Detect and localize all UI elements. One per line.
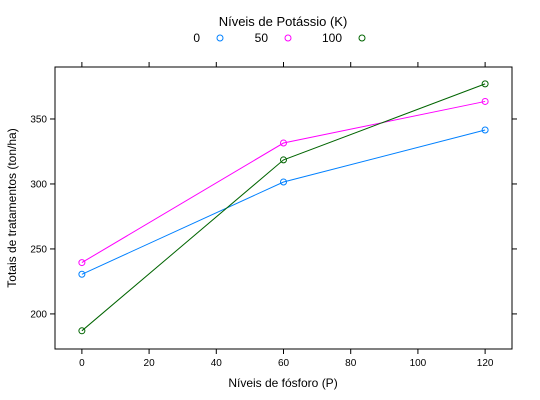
legend-marker-0 — [216, 34, 224, 42]
y-tick-label: 300 — [30, 179, 47, 190]
y-tick-label: 200 — [30, 309, 47, 320]
data-point-0 — [78, 270, 86, 278]
series-line-0 — [81, 129, 486, 275]
data-point-100 — [481, 80, 489, 88]
x-tick-label: 80 — [345, 358, 357, 369]
legend-label-0: 0 — [193, 31, 200, 45]
y-tick-label: 250 — [30, 244, 47, 255]
legend-title: Níveis de Potássio (K) — [219, 14, 348, 29]
data-point-50 — [280, 139, 287, 147]
data-point-100 — [280, 156, 287, 164]
data-point-0 — [280, 178, 287, 186]
x-tick-label: 40 — [211, 358, 223, 369]
data-point-0 — [481, 126, 489, 134]
legend-label-100: 100 — [322, 31, 342, 45]
series-line-100 — [81, 83, 486, 332]
series-layer — [78, 80, 489, 335]
x-tick-label: 120 — [477, 358, 494, 369]
legend-marker-50 — [284, 34, 292, 42]
axes: 0 20 40 60 80 100 120 200 250 300 350 — [30, 62, 517, 369]
x-tick-label: 0 — [79, 358, 85, 369]
y-tick-label: 350 — [30, 114, 47, 125]
x-tick-label: 100 — [410, 358, 427, 369]
y-axis-label: Totais de tratamentos (ton/ha) — [5, 128, 19, 287]
legend-marker-100 — [358, 34, 366, 42]
x-tick-label: 20 — [144, 358, 156, 369]
data-point-50 — [78, 259, 86, 267]
data-point-100 — [78, 327, 86, 335]
legend: 0 50 100 — [193, 31, 366, 45]
legend-label-50: 50 — [255, 31, 269, 45]
x-tick-label: 60 — [278, 358, 290, 369]
plot-frame — [54, 66, 513, 350]
series-line-50 — [81, 100, 486, 264]
data-point-50 — [481, 97, 489, 105]
x-axis-label: Níveis de fósforo (P) — [228, 376, 337, 390]
